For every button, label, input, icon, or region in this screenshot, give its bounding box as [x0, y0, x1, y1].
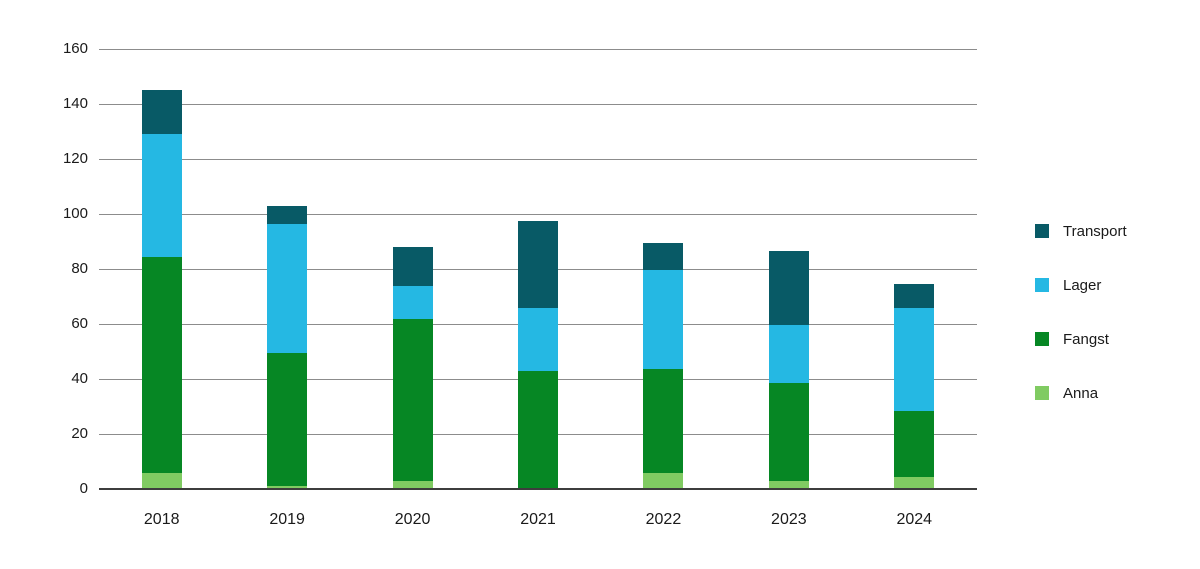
bar-segment-transport-2020 [392, 247, 433, 286]
legend-label-transport: Transport [1063, 222, 1127, 240]
y-tick-label-120: 120 [62, 150, 88, 167]
bar-segment-transport-2021 [518, 220, 558, 308]
bar-segment-transport-2023 [768, 251, 809, 326]
bar-segment-fangst-2020 [392, 318, 433, 481]
legend-swatch-lager [1035, 278, 1049, 292]
bar-segment-lager-2019 [267, 223, 308, 353]
bar-segment-fangst-2023 [768, 383, 809, 481]
x-tick-label-2024: 2024 [896, 511, 933, 528]
y-tick-label-140: 140 [62, 95, 88, 112]
x-tick-label-2019: 2019 [269, 511, 305, 528]
legend-item-anna: Anna [1035, 384, 1127, 402]
legend-label-fangst: Fangst [1063, 330, 1109, 348]
gridline-160 [99, 48, 977, 50]
legend-swatch-anna [1035, 386, 1049, 400]
bar-segment-transport-2019 [267, 205, 308, 224]
bar-segment-anna-2019 [267, 486, 308, 489]
x-tick-label-2018: 2018 [143, 511, 180, 528]
y-tick-label-20: 20 [71, 425, 88, 442]
y-tick-label-60: 60 [71, 315, 88, 332]
legend-label-lager: Lager [1063, 276, 1102, 294]
bar-segment-transport-2022 [643, 242, 684, 271]
bar-segment-transport-2018 [141, 90, 182, 135]
bar-segment-anna-2023 [768, 480, 809, 489]
x-axis-line [99, 488, 977, 490]
legend-item-transport: Transport [1035, 222, 1127, 240]
legend-item-fangst: Fangst [1035, 330, 1127, 348]
y-tick-label-100: 100 [62, 205, 88, 222]
legend-swatch-transport [1035, 224, 1049, 238]
bar-segment-fangst-2018 [141, 256, 182, 473]
x-tick-label-2022: 2022 [645, 511, 682, 528]
bar-segment-lager-2024 [894, 307, 935, 411]
bar-segment-lager-2018 [141, 134, 182, 257]
bar-segment-fangst-2021 [518, 370, 558, 489]
bar-segment-transport-2024 [894, 284, 935, 308]
y-tick-label-160: 160 [62, 40, 88, 57]
gridline-120 [99, 158, 977, 160]
gridline-100 [99, 213, 977, 215]
bar-segment-fangst-2019 [267, 352, 308, 487]
bar-segment-anna-2022 [643, 472, 684, 489]
bar-segment-fangst-2022 [643, 369, 684, 473]
y-tick-label-40: 40 [71, 370, 88, 387]
bar-segment-lager-2021 [518, 307, 558, 371]
bar-segment-lager-2023 [768, 325, 809, 384]
bar-segment-fangst-2024 [894, 410, 935, 477]
x-tick-label-2023: 2023 [771, 511, 807, 528]
y-tick-label-80: 80 [71, 260, 88, 277]
legend: Transport Lager Fangst Anna [1035, 222, 1127, 402]
x-tick-label-2020: 2020 [394, 511, 431, 528]
y-tick-label-0: 0 [79, 480, 88, 497]
bar-segment-anna-2024 [894, 476, 935, 489]
legend-label-anna: Anna [1063, 384, 1099, 402]
bar-segment-anna-2020 [392, 480, 433, 489]
bar-segment-lager-2020 [392, 285, 433, 319]
bar-segment-lager-2022 [643, 270, 684, 370]
legend-swatch-fangst [1035, 332, 1049, 346]
legend-item-lager: Lager [1035, 276, 1127, 294]
bar-segment-anna-2018 [141, 472, 182, 489]
x-tick-label-2021: 2021 [520, 511, 556, 528]
gridline-140 [99, 103, 977, 105]
